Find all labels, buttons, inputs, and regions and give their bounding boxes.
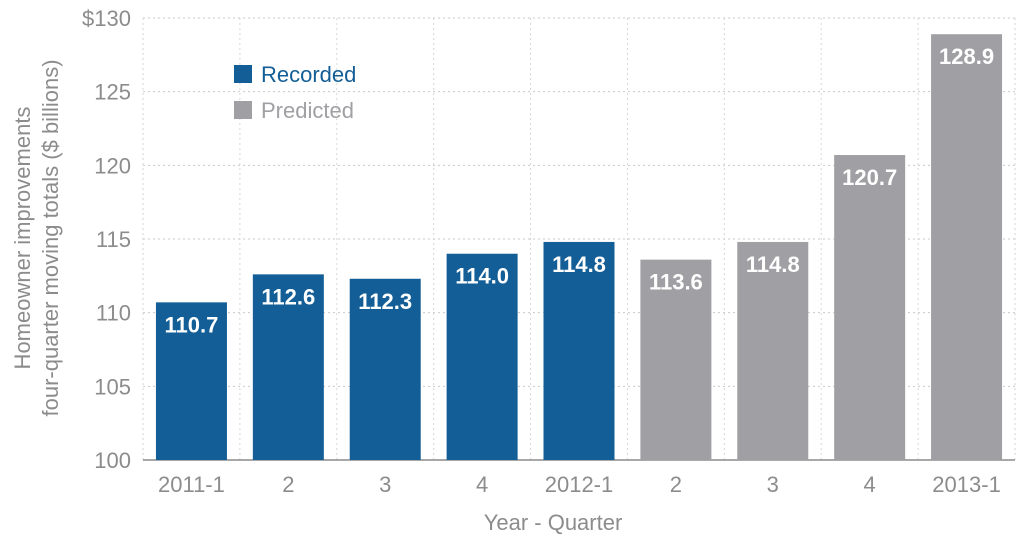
- x-tick-label: 2012-1: [545, 472, 614, 497]
- bar-value-label: 112.3: [358, 289, 412, 314]
- y-axis-ticks: 100 105 110 115 120 125 $130: [82, 6, 131, 473]
- legend: Recorded Predicted: [234, 62, 356, 123]
- y-tick-label: $130: [82, 6, 131, 31]
- bar-recorded: [349, 278, 421, 460]
- legend-swatch-recorded: [234, 65, 252, 83]
- x-tick-label: 3: [767, 472, 779, 497]
- bar-value-label: 120.7: [842, 165, 897, 190]
- x-tick-label: 3: [379, 472, 391, 497]
- bar-value-label: 113.6: [649, 270, 703, 295]
- bar-predicted: [640, 259, 712, 460]
- bars: 110.7 112.6 112.3 114.0 114.8 113.6 114.8 120.7…: [155, 34, 1003, 460]
- y-tick-label: 105: [94, 374, 131, 399]
- bar-value-label: 112.6: [261, 284, 315, 309]
- x-tick-label: 4: [864, 472, 876, 497]
- x-tick-label: 2: [282, 472, 294, 497]
- y-tick-label: 100: [94, 448, 131, 473]
- x-tick-label: 2: [670, 472, 682, 497]
- x-tick-label: 4: [476, 472, 488, 497]
- bar-predicted: [931, 34, 1003, 460]
- y-axis-title-line1: Homeowner improvements: [10, 107, 35, 370]
- bar-recorded: [155, 302, 227, 460]
- bar-recorded: [543, 241, 615, 460]
- bar-predicted: [737, 241, 809, 460]
- bar-predicted: [834, 155, 906, 460]
- y-tick-label: 110: [96, 301, 131, 326]
- bar-recorded: [252, 274, 324, 460]
- bar-value-label: 114.8: [552, 252, 606, 277]
- bar-value-label: 114.0: [455, 264, 509, 289]
- y-axis-title-line2: four-quarter moving totals ($ billions): [38, 59, 63, 416]
- bar-recorded: [446, 253, 518, 460]
- bar-value-label: 110.7: [165, 312, 219, 337]
- legend-swatch-predicted: [234, 101, 252, 119]
- bar-value-label: 128.9: [939, 44, 994, 69]
- x-tick-label: 2011-1: [158, 472, 225, 497]
- y-tick-label: 120: [94, 153, 131, 178]
- y-tick-label: 115: [96, 227, 131, 252]
- legend-label-predicted: Predicted: [261, 98, 354, 123]
- legend-label-recorded: Recorded: [261, 62, 356, 87]
- x-axis-ticks: 2011-1 2 3 4 2012-1 2 3 4 2013-1: [158, 472, 1001, 497]
- x-tick-label: 2013-1: [932, 472, 1001, 497]
- y-tick-label: 125: [94, 80, 131, 105]
- bar-value-label: 114.8: [746, 252, 800, 277]
- x-axis-title: Year - Quarter: [484, 510, 623, 535]
